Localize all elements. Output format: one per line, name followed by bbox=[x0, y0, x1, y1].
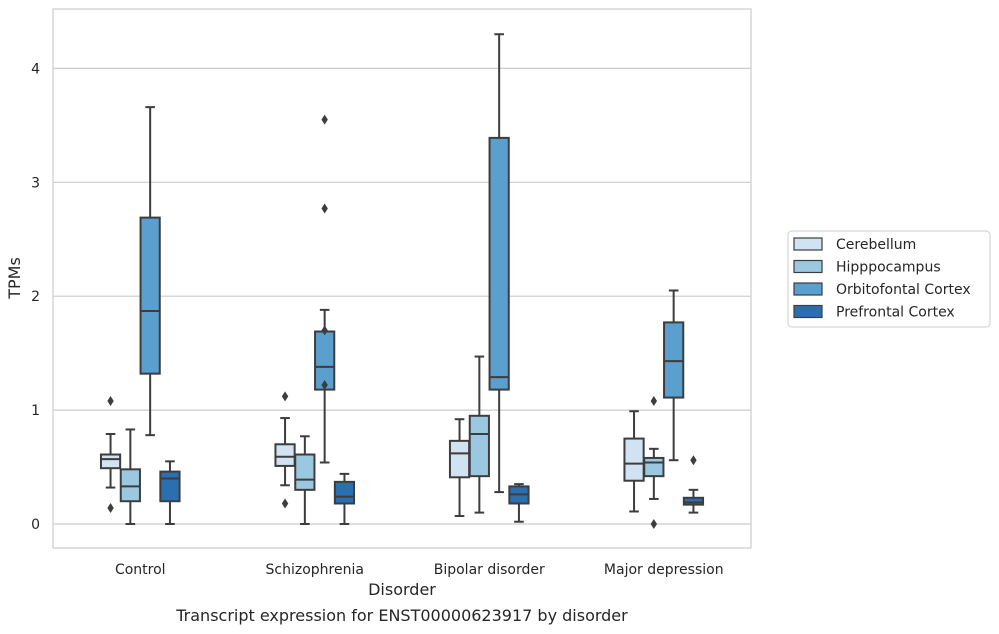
box-group bbox=[99, 395, 122, 514]
box-group bbox=[508, 483, 530, 523]
x-tick-label: Schizophrenia bbox=[266, 562, 364, 578]
box bbox=[159, 470, 181, 503]
outlier-point bbox=[650, 395, 658, 406]
legend-label: Hipppocampus bbox=[836, 260, 941, 276]
box bbox=[99, 453, 122, 470]
outlier-point bbox=[690, 455, 697, 466]
outlier-point bbox=[321, 325, 328, 336]
box-group bbox=[448, 418, 471, 518]
legend-label: Cerebellum bbox=[836, 237, 916, 253]
box bbox=[468, 414, 490, 478]
x-tick-label: Major depression bbox=[604, 562, 724, 578]
box bbox=[488, 136, 510, 391]
x-tick-label: Control bbox=[115, 562, 166, 578]
box-group bbox=[643, 395, 665, 529]
plot-frame bbox=[52, 8, 752, 549]
outlier-point bbox=[281, 391, 289, 402]
legend-swatch bbox=[793, 304, 823, 319]
box bbox=[274, 443, 296, 467]
box bbox=[643, 456, 665, 478]
x-axis-ticks: Control Schizophrenia Bipolar disorder Majo… bbox=[115, 562, 724, 578]
x-tick-label: Bipolar disorder bbox=[434, 562, 545, 578]
legend: Cerebellum Hipppocampus Orbitofontal Corte… bbox=[787, 230, 991, 328]
y-axis-label: TPMs bbox=[5, 257, 24, 300]
box-group bbox=[333, 472, 356, 525]
box bbox=[663, 321, 685, 399]
box-group bbox=[663, 289, 685, 462]
legend-swatch bbox=[793, 237, 823, 251]
outlier-point bbox=[107, 503, 114, 514]
box-series bbox=[99, 33, 705, 529]
box-group bbox=[682, 455, 705, 514]
outlier-point bbox=[321, 203, 328, 214]
y-tick-label: 3 bbox=[31, 175, 40, 191]
box-group bbox=[294, 435, 316, 525]
legend-label: Prefrontal Cortex bbox=[836, 305, 955, 321]
box bbox=[139, 216, 161, 375]
outlier-point bbox=[321, 380, 328, 391]
outlier-point bbox=[321, 114, 328, 125]
box bbox=[333, 480, 356, 505]
chart-caption: Transcript expression for ENST0000062391… bbox=[176, 606, 628, 625]
box-group bbox=[623, 410, 645, 513]
legend-swatch bbox=[793, 282, 823, 296]
y-tick-label: 2 bbox=[31, 289, 40, 305]
box bbox=[623, 437, 645, 482]
box-group bbox=[139, 106, 161, 437]
box bbox=[119, 468, 141, 503]
outlier-point bbox=[107, 395, 114, 406]
box bbox=[448, 439, 471, 479]
y-tick-label: 4 bbox=[31, 61, 40, 77]
box-group bbox=[119, 428, 141, 525]
box-group bbox=[488, 33, 510, 494]
box-group bbox=[274, 391, 296, 509]
outlier-point bbox=[650, 519, 658, 529]
box-group bbox=[159, 460, 181, 525]
legend-box bbox=[787, 230, 991, 328]
y-axis-ticks: 0 1 2 3 4 bbox=[31, 61, 40, 533]
box-group bbox=[314, 114, 336, 464]
outlier-point bbox=[281, 498, 289, 509]
y-tick-label: 0 bbox=[31, 517, 40, 533]
legend-label: Orbitofontal Cortex bbox=[836, 282, 971, 298]
legend-swatch bbox=[793, 259, 823, 274]
box-group bbox=[468, 355, 490, 514]
x-axis-label: Disorder bbox=[368, 580, 436, 599]
box bbox=[682, 496, 705, 506]
y-tick-label: 1 bbox=[31, 403, 40, 419]
box bbox=[294, 453, 316, 491]
gridlines bbox=[53, 67, 751, 525]
